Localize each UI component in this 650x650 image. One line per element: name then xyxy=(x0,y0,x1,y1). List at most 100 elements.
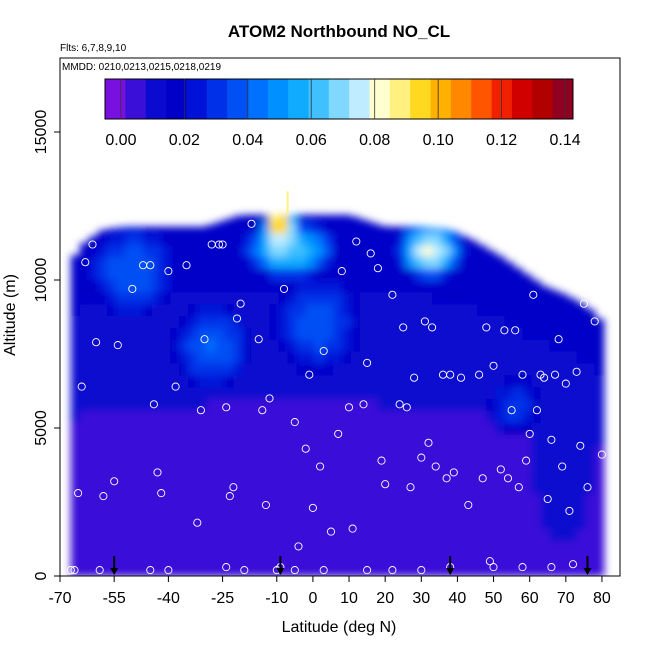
sample-point xyxy=(326,527,336,536)
heatmap-cell xyxy=(251,386,262,399)
heatmap-cell xyxy=(549,564,560,576)
heatmap-cell xyxy=(152,504,162,518)
heatmap-cell xyxy=(125,386,135,399)
heatmap-cell xyxy=(170,433,180,447)
heatmap-cell xyxy=(125,339,135,352)
heatmap-cell xyxy=(368,469,379,482)
heatmap-cell xyxy=(450,374,460,388)
heatmap-cell xyxy=(405,410,415,423)
heatmap-cell xyxy=(206,339,216,352)
heatmap-cell xyxy=(233,398,244,411)
heatmap-cell xyxy=(215,256,225,269)
heatmap-cell xyxy=(79,457,90,471)
heatmap-cell xyxy=(576,374,587,388)
heatmap-cell xyxy=(116,256,126,269)
heatmap-cell xyxy=(215,469,225,482)
heatmap-cell xyxy=(486,256,496,269)
heatmap-cell xyxy=(152,374,162,388)
heatmap-cell xyxy=(459,398,469,411)
heatmap-cell xyxy=(531,504,542,518)
heatmap-cell xyxy=(305,552,316,565)
heatmap-cell xyxy=(269,244,280,257)
heatmap-cell xyxy=(341,256,352,269)
sample-point xyxy=(294,542,303,551)
heatmap-cell xyxy=(125,291,135,305)
heatmap-cell xyxy=(70,410,81,423)
heatmap-cell xyxy=(386,362,397,376)
heatmap-cell xyxy=(350,481,361,494)
sample-point xyxy=(240,566,249,575)
heatmap-cell xyxy=(97,280,108,293)
heatmap-cell xyxy=(88,445,99,459)
heatmap-cell xyxy=(79,422,90,435)
heatmap-cell xyxy=(323,291,334,305)
heatmap-cell xyxy=(79,516,90,530)
heatmap-cell xyxy=(459,291,469,305)
sample-point xyxy=(565,506,574,515)
heatmap-field xyxy=(70,191,605,576)
heatmap-cell xyxy=(341,445,352,459)
x-tick-label: -70 xyxy=(48,590,71,607)
sample-point xyxy=(225,492,234,501)
sample-point xyxy=(171,382,180,391)
heatmap-cell xyxy=(332,433,343,447)
heatmap-cell xyxy=(97,374,108,388)
heatmap-cell xyxy=(368,351,379,364)
heatmap-cell xyxy=(152,244,162,257)
heatmap-cell xyxy=(332,457,343,471)
x-tick-label: 10 xyxy=(340,590,358,607)
heatmap-cell xyxy=(134,564,144,576)
heatmap-cell xyxy=(278,481,289,494)
heatmap-cell xyxy=(305,386,316,399)
heatmap-cell xyxy=(233,232,244,246)
heatmap-cell xyxy=(251,232,262,246)
heatmap-cell xyxy=(368,268,379,281)
heatmap-cell xyxy=(522,540,533,553)
colorbar-swatch xyxy=(206,79,228,119)
heatmap-cell xyxy=(477,268,487,281)
heatmap-cell xyxy=(350,339,361,352)
heatmap-cell xyxy=(233,445,244,459)
heatmap-cell xyxy=(567,339,578,352)
heatmap-cell xyxy=(233,493,244,506)
heatmap-cell xyxy=(332,398,343,411)
heatmap-cell xyxy=(224,469,235,482)
heatmap-cell xyxy=(450,232,460,246)
heatmap-cell xyxy=(522,516,533,530)
heatmap-cell xyxy=(206,410,216,423)
heatmap-cell xyxy=(79,362,90,376)
heatmap-cell xyxy=(396,422,406,435)
heatmap-cell xyxy=(296,564,307,576)
heatmap-cell xyxy=(504,504,515,518)
heatmap-cell xyxy=(368,528,379,542)
heatmap-cell xyxy=(405,540,415,553)
heatmap-cell xyxy=(206,232,216,246)
heatmap-cell xyxy=(558,303,569,317)
heatmap-cell xyxy=(125,232,135,246)
heatmap-cell xyxy=(359,244,370,257)
heatmap-cell xyxy=(486,398,496,411)
heatmap-cell xyxy=(377,528,388,542)
heatmap-cell xyxy=(441,268,451,281)
heatmap-cell xyxy=(143,315,153,328)
heatmap-cell xyxy=(305,315,316,328)
heatmap-cell xyxy=(477,339,487,352)
heatmap-cell xyxy=(161,493,171,506)
heatmap-cell xyxy=(106,386,117,399)
heatmap-cell xyxy=(161,552,171,565)
heatmap-cell xyxy=(170,268,180,281)
heatmap-cell xyxy=(477,351,487,364)
heatmap-cell xyxy=(278,433,289,447)
heatmap-cell xyxy=(531,433,542,447)
heatmap-cell xyxy=(396,564,406,576)
heatmap-cell xyxy=(576,493,587,506)
heatmap-cell xyxy=(179,226,189,234)
sample-point xyxy=(81,258,90,267)
heatmap-cell xyxy=(513,362,524,376)
heatmap-cell xyxy=(188,303,198,317)
heatmap-cell xyxy=(585,410,596,423)
heatmap-cell xyxy=(531,552,542,565)
heatmap-cell xyxy=(540,339,551,352)
sample-point xyxy=(290,566,299,575)
heatmap-cell xyxy=(197,410,207,423)
